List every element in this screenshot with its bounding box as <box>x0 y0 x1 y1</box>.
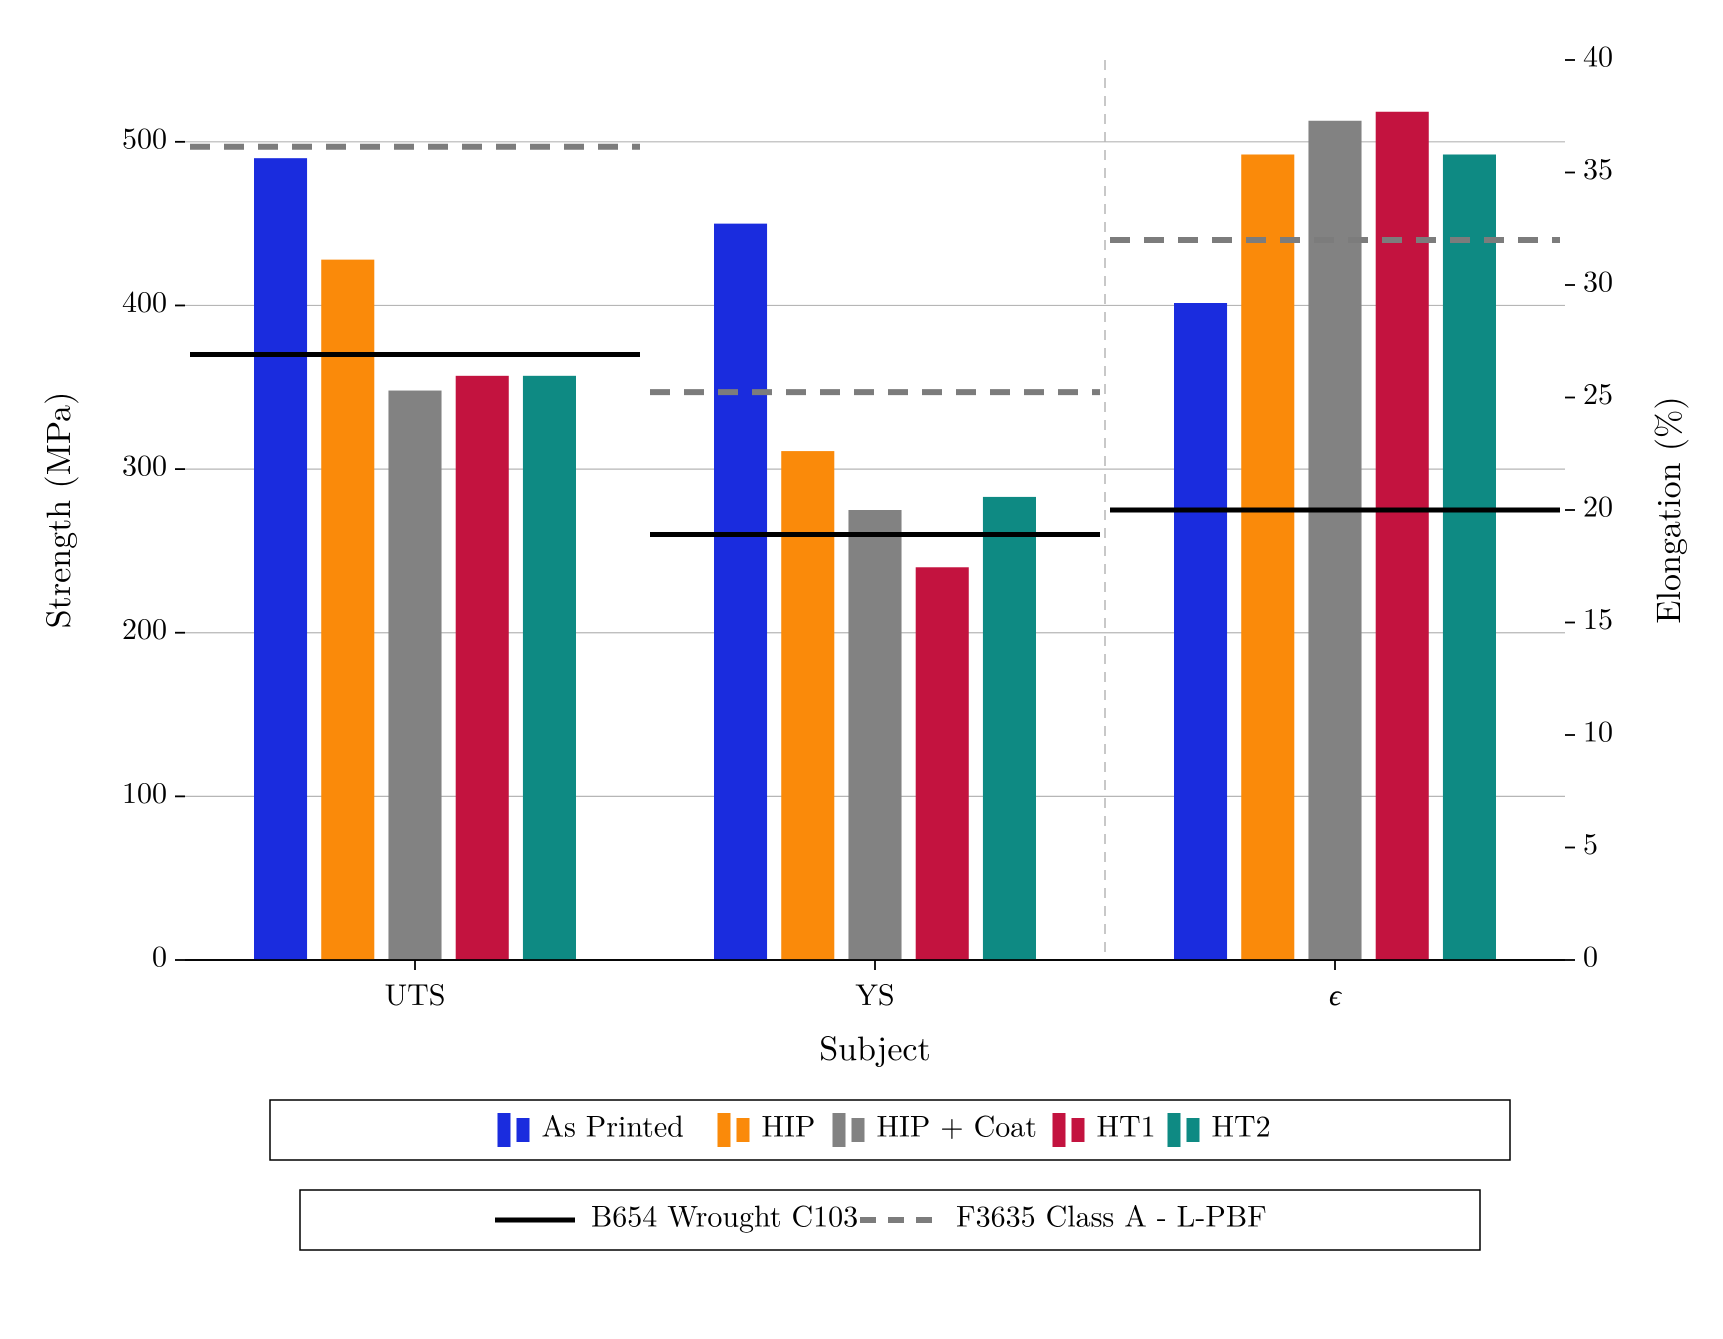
bar-UTS-asprinted <box>254 158 307 960</box>
legend-swatch <box>517 1118 530 1142</box>
bar-EPS-asprinted <box>1174 303 1227 960</box>
ytick-label-right: 35 <box>1583 145 1613 188</box>
legend-label: HIP <box>762 1102 816 1145</box>
ytick-label-right: 25 <box>1583 370 1613 413</box>
ylabel-right: Elongation (%) <box>1642 396 1690 623</box>
bar-EPS-hipcoat <box>1308 121 1361 960</box>
ytick-label-right: 20 <box>1583 482 1613 525</box>
ytick-label-right: 15 <box>1583 595 1613 638</box>
ytick-label-left: 100 <box>122 769 167 812</box>
legend-ref-label: F3635 Class A - L-PBF <box>956 1192 1267 1235</box>
legend-swatch <box>1072 1118 1085 1142</box>
legend-swatch <box>833 1113 846 1147</box>
ytick-label-left: 0 <box>152 932 167 975</box>
ytick-label-right: 40 <box>1583 32 1613 75</box>
legend-label: HIP + Coat <box>877 1102 1037 1145</box>
xtick-label-UTS: UTS <box>385 971 446 1014</box>
bar-UTS-ht1 <box>456 376 509 960</box>
legend-label: HT2 <box>1212 1102 1271 1145</box>
legend-ref-label: B654 Wrought C103 <box>591 1192 858 1235</box>
xlabel: Subject <box>819 1022 931 1070</box>
legend-swatch <box>737 1118 750 1142</box>
ytick-label-right: 0 <box>1583 932 1598 975</box>
legend-label: HT1 <box>1097 1102 1156 1145</box>
ytick-label-left: 400 <box>122 278 167 321</box>
legend-swatch <box>1187 1118 1200 1142</box>
ytick-label-right: 30 <box>1583 257 1613 300</box>
bar-YS-asprinted <box>714 224 767 960</box>
legend-swatch <box>1168 1113 1181 1147</box>
legend-swatch <box>1053 1113 1066 1147</box>
bar-YS-ht1 <box>916 567 969 960</box>
xtick-label-EPS: ϵ <box>1329 971 1343 1014</box>
ytick-label-left: 300 <box>122 442 167 485</box>
bar-UTS-ht2 <box>523 376 576 960</box>
bar-UTS-hipcoat <box>388 391 441 960</box>
bar-YS-hip <box>781 451 834 960</box>
bar-YS-hipcoat <box>848 510 901 960</box>
bar-UTS-hip <box>321 260 374 960</box>
bar-YS-ht2 <box>983 497 1036 960</box>
bar-EPS-ht2 <box>1443 155 1496 961</box>
ytick-label-right: 10 <box>1583 707 1613 750</box>
xtick-label-YS: YS <box>855 971 894 1014</box>
legend-swatch <box>852 1118 865 1142</box>
grouped-bar-chart: 0 100 200 300 400 500 0 5 10 15 20 25 30 35 40 UTS YS ϵ Su… <box>0 0 1723 1339</box>
ylabel-left: Strength (MPa) <box>32 392 80 629</box>
ytick-label-right: 5 <box>1583 820 1598 863</box>
ytick-label-left: 200 <box>122 605 167 648</box>
ytick-label-left: 500 <box>122 114 167 157</box>
bar-EPS-hip <box>1241 155 1294 961</box>
legend-swatch <box>498 1113 511 1147</box>
legend-swatch <box>718 1113 731 1147</box>
legend-label: As Printed <box>542 1102 684 1145</box>
